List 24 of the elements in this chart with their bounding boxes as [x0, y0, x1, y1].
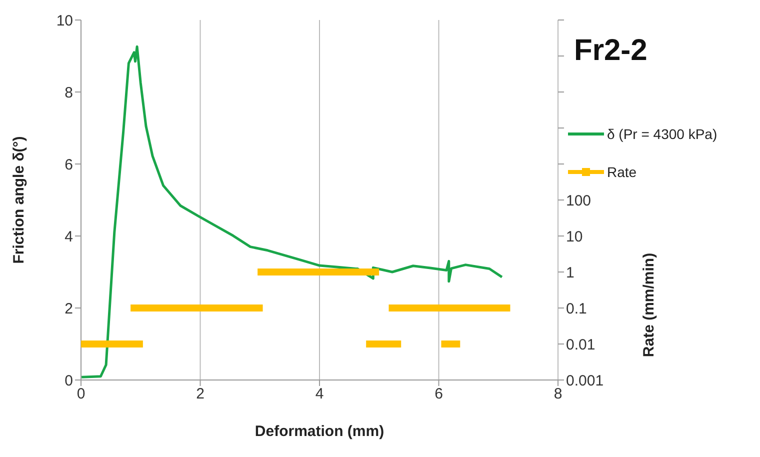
legend-label: Rate [607, 164, 637, 180]
y-axis-title: Friction angle δ(°) [10, 136, 28, 264]
y2-tick-label: 10 [566, 228, 583, 246]
y2-tick-label: 0.001 [566, 372, 604, 390]
x-tick-label: 4 [315, 386, 324, 403]
x-axis-title: Deformation (mm) [254, 423, 384, 440]
y-tick-label: 4 [64, 228, 73, 246]
x-tick-label: 6 [434, 386, 443, 403]
y-tick-label: 6 [64, 156, 73, 174]
x-tick-label: 8 [554, 386, 562, 403]
legend-label: δ (Pr = 4300 kPa) [607, 126, 718, 142]
y2-tick-label: 0.01 [566, 336, 596, 354]
y-tick-label: 0 [64, 372, 73, 390]
text: Fr2-2 [574, 34, 648, 68]
x-tick-label: 2 [196, 386, 204, 403]
y2-axis-title: Rate (mm/min) [640, 252, 658, 358]
line-series [81, 45, 504, 378]
y-tick-label: 2 [64, 300, 73, 318]
y-tick-label: 8 [64, 84, 73, 102]
x-tick-label: 0 [76, 386, 86, 403]
y-tick-label: 10 [56, 12, 73, 30]
y2-tick-label: 0.1 [566, 300, 587, 318]
y2-tick-label: 1 [566, 264, 574, 282]
y2-tick-label: 100 [566, 192, 592, 210]
